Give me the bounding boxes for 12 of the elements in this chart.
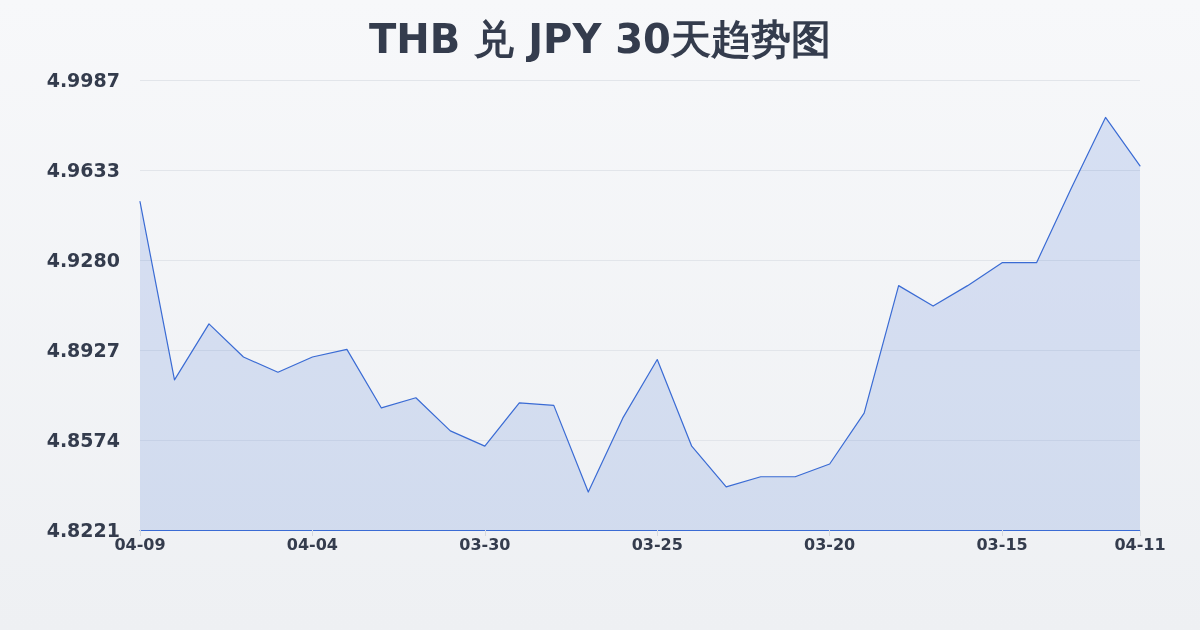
- y-tick-label: 4.9987: [46, 69, 120, 91]
- x-tick-label: 03-15: [976, 534, 1028, 554]
- y-tick-label: 4.9280: [46, 249, 120, 272]
- y-tick-label: 4.8574: [46, 429, 120, 452]
- x-tick-label: 04-04: [286, 534, 338, 554]
- y-tick-label: 4.9633: [46, 159, 120, 182]
- x-tick-label: 04-11: [1114, 534, 1166, 554]
- chart-title: THB 兑 JPY 30天趋势图: [369, 16, 831, 62]
- x-tick-label: 03-30: [459, 534, 511, 554]
- y-tick-label: 4.8927: [46, 339, 120, 362]
- x-tick-label: 03-20: [804, 534, 856, 554]
- x-tick-label: 03-25: [631, 534, 683, 554]
